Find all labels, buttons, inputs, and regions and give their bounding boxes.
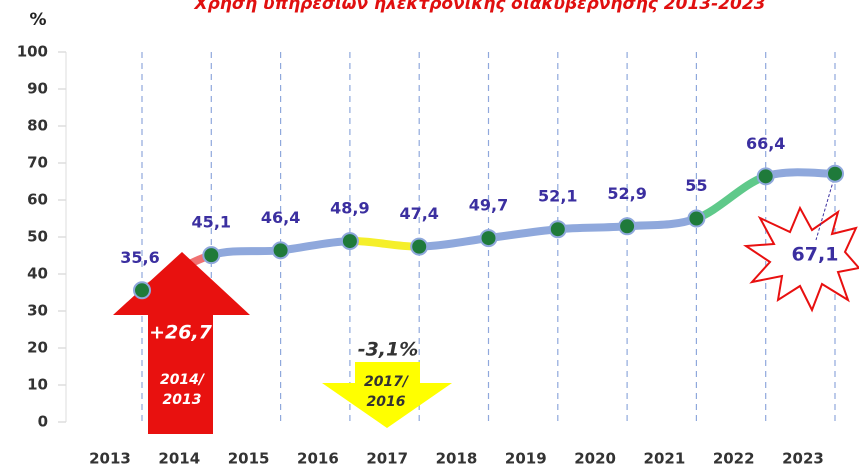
marker <box>340 232 359 251</box>
x-tick-label: 2013 <box>89 450 131 468</box>
value-label: 45,1 <box>192 213 231 232</box>
value-label: 52,1 <box>538 187 577 206</box>
marker <box>202 246 221 265</box>
value-label: 47,4 <box>399 204 438 223</box>
x-tick-label: 2018 <box>436 450 478 468</box>
y-tick-label: 30 <box>27 302 48 320</box>
y-tick-label: 60 <box>27 191 48 209</box>
y-tick-label: 10 <box>27 376 48 394</box>
x-tick-label: 2022 <box>713 450 755 468</box>
marker <box>548 220 567 239</box>
y-tick-label: 100 <box>17 43 48 61</box>
value-label: 46,4 <box>261 208 300 227</box>
x-tick-label: 2023 <box>782 450 824 468</box>
y-tick-label: 50 <box>27 228 48 246</box>
annotation: +26,7% <box>149 322 231 344</box>
value-label: 55 <box>685 176 707 195</box>
value-label: 35,6 <box>120 248 159 267</box>
y-tick-label: 90 <box>27 80 48 98</box>
line-segment <box>207 246 285 260</box>
marker <box>133 281 151 300</box>
line-segment <box>276 237 354 255</box>
value-label: 49,7 <box>469 196 508 215</box>
y-tick-label: 40 <box>27 265 48 283</box>
annotation: 2013 <box>163 392 202 408</box>
x-tick-label: 2014 <box>158 450 200 468</box>
annotation: 2017/ <box>364 374 410 390</box>
y-tick-label: 80 <box>27 117 48 135</box>
value-label: 52,9 <box>607 184 646 203</box>
x-tick-label: 2017 <box>366 450 408 468</box>
value-label: 66,4 <box>746 134 785 153</box>
marker <box>756 167 775 186</box>
y-tick-label: 70 <box>27 154 48 172</box>
y-tick-label: 20 <box>27 339 48 357</box>
line-segment <box>484 225 562 243</box>
leader-line <box>815 174 836 241</box>
x-tick-label: 2016 <box>297 450 339 468</box>
marker <box>687 209 706 228</box>
annotation: -3,1% <box>358 339 419 361</box>
marker <box>271 241 290 260</box>
line-segment <box>345 237 424 251</box>
x-tick-label: 2019 <box>505 450 547 468</box>
line-segment <box>415 234 493 251</box>
chart-title: Χρήση υπηρεσιών ηλεκτρονικής διακυβέρνησ… <box>194 0 766 14</box>
x-tick-label: 2015 <box>228 450 270 468</box>
annotation: 2016 <box>367 394 406 410</box>
annotation: 2014/ <box>160 372 206 388</box>
value-label: 67,1 <box>792 244 839 266</box>
y-axis-label: % <box>29 10 46 30</box>
down-arrow <box>322 362 452 428</box>
line-segment <box>553 222 632 234</box>
x-tick-label: 2020 <box>574 450 616 468</box>
marker <box>826 164 844 183</box>
marker <box>410 237 429 256</box>
line-segment <box>623 214 701 231</box>
line-segment <box>761 168 839 181</box>
marker <box>479 229 498 248</box>
y-tick-label: 0 <box>38 413 48 431</box>
marker <box>618 217 637 236</box>
value-label: 48,9 <box>330 199 369 218</box>
x-tick-label: 2021 <box>644 450 686 468</box>
